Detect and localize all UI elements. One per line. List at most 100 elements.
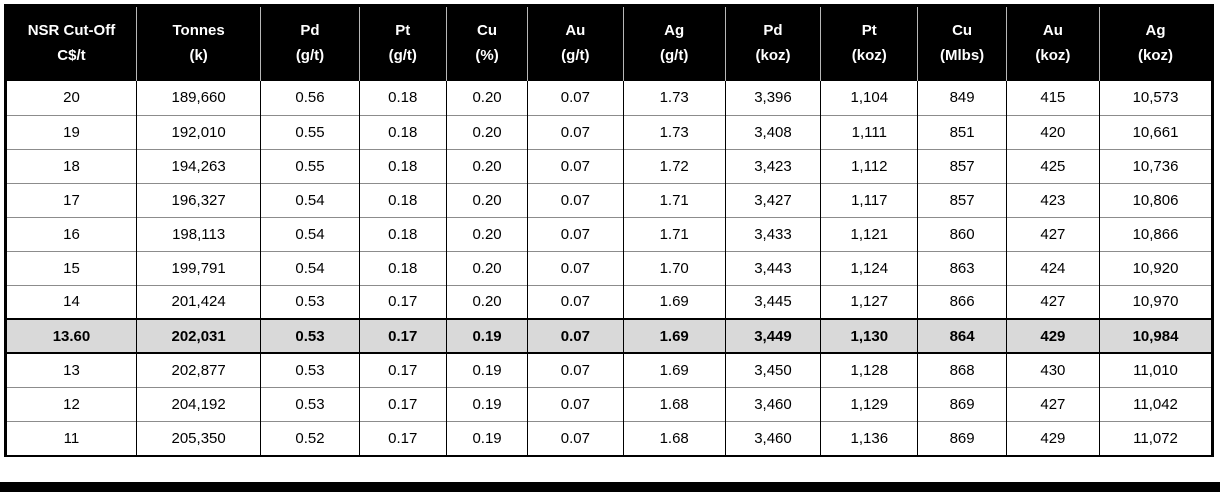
table-cell: 0.53 xyxy=(260,284,360,319)
table-cell: 0.07 xyxy=(527,420,624,455)
header-unit: (g/t) xyxy=(660,47,689,64)
table-cell: 1.68 xyxy=(623,386,726,421)
header-label: Cu xyxy=(477,22,498,40)
table-cell: 196,327 xyxy=(136,182,262,217)
header-row: NSR Cut-Off C$/t Tonnes (k) Pd (g/t) Pt (g/t) Cu… xyxy=(7,7,1211,81)
table-cell: 0.07 xyxy=(527,81,624,115)
table-row: 15 199,791 0.54 0.18 0.20 0.07 1.70 3,443 1,124 8… xyxy=(7,250,1211,285)
table-cell: 3,445 xyxy=(725,284,822,319)
table-cell: 12 xyxy=(7,386,137,421)
table-cell: 427 xyxy=(1006,216,1101,251)
table-cell: 1.69 xyxy=(623,284,726,319)
header-label: Pd xyxy=(300,22,320,40)
table-cell: 849 xyxy=(917,81,1007,115)
header-label: Ag xyxy=(664,22,685,40)
table-cell: 19 xyxy=(7,114,137,149)
table-cell: 0.17 xyxy=(359,284,447,319)
table-cell: 0.54 xyxy=(260,250,360,285)
table-body: 20 189,660 0.56 0.18 0.20 0.07 1.73 3,396 1,104 8… xyxy=(7,81,1211,455)
table-cell: 10,984 xyxy=(1099,318,1211,354)
header-unit: (g/t) xyxy=(295,47,325,64)
table-cell: 423 xyxy=(1006,182,1101,217)
table-cell: 202,031 xyxy=(136,318,262,354)
header-cell: Au (g/t) xyxy=(527,7,624,81)
table-cell: 0.52 xyxy=(260,420,360,455)
table-cell: 429 xyxy=(1006,420,1101,455)
header-cell: Pd (g/t) xyxy=(260,7,360,81)
header-label: Pd xyxy=(763,22,783,40)
table-cell: 0.07 xyxy=(527,352,624,387)
table-cell: 0.07 xyxy=(527,148,624,183)
table-cell: 1,111 xyxy=(820,114,919,149)
table-cell: 0.18 xyxy=(359,182,447,217)
table-cell: 0.53 xyxy=(260,352,360,387)
header-label: Au xyxy=(565,22,586,40)
table-cell: 0.18 xyxy=(359,81,447,115)
table-cell: 3,460 xyxy=(725,420,822,455)
table-cell: 0.20 xyxy=(446,216,529,251)
table-cell: 1.73 xyxy=(623,114,726,149)
table-cell: 201,424 xyxy=(136,284,262,319)
nsr-cutoff-table-frame: NSR Cut-Off C$/t Tonnes (k) Pd (g/t) Pt (g/t) Cu… xyxy=(4,4,1214,457)
table-cell: 14 xyxy=(7,284,137,319)
table-cell: 0.55 xyxy=(260,148,360,183)
table-cell: 13.60 xyxy=(7,318,137,354)
header-unit: (%) xyxy=(475,47,499,64)
table-cell: 0.18 xyxy=(359,114,447,149)
table-cell: 1,128 xyxy=(820,352,919,387)
header-unit: (koz) xyxy=(755,47,791,64)
table-cell: 0.54 xyxy=(260,216,360,251)
table-cell: 0.07 xyxy=(527,216,624,251)
table-cell: 0.18 xyxy=(359,216,447,251)
table-cell: 0.20 xyxy=(446,250,529,285)
table-cell: 10,573 xyxy=(1099,81,1211,115)
table-cell: 0.07 xyxy=(527,386,624,421)
table-cell: 10,920 xyxy=(1099,250,1211,285)
table-cell: 18 xyxy=(7,148,137,183)
table-cell: 0.19 xyxy=(446,318,529,354)
table-cell: 11,072 xyxy=(1099,420,1211,455)
table-cell: 0.53 xyxy=(260,318,360,354)
header-label: NSR Cut-Off xyxy=(27,22,116,40)
table-cell: 1.71 xyxy=(623,182,726,217)
table-row: 16 198,113 0.54 0.18 0.20 0.07 1.71 3,433 1,121 8… xyxy=(7,216,1211,251)
table-cell: 869 xyxy=(917,420,1007,455)
table-cell: 869 xyxy=(917,386,1007,421)
table-cell: 199,791 xyxy=(136,250,262,285)
table-cell: 857 xyxy=(917,148,1007,183)
table-cell: 192,010 xyxy=(136,114,262,149)
table-cell: 429 xyxy=(1006,318,1101,354)
table-cell: 1.68 xyxy=(623,420,726,455)
nsr-cutoff-table: NSR Cut-Off C$/t Tonnes (k) Pd (g/t) Pt (g/t) Cu… xyxy=(7,7,1211,455)
header-label: Cu xyxy=(952,22,973,40)
table-cell: 0.19 xyxy=(446,420,529,455)
table-cell: 420 xyxy=(1006,114,1101,149)
table-cell: 1,136 xyxy=(820,420,919,455)
header-cell: Ag (g/t) xyxy=(623,7,726,81)
table-cell: 1.70 xyxy=(623,250,726,285)
table-cell: 0.07 xyxy=(527,284,624,319)
table-cell: 202,877 xyxy=(136,352,262,387)
header-cell: Pt (g/t) xyxy=(359,7,447,81)
table-cell: 0.19 xyxy=(446,386,529,421)
table-cell: 0.07 xyxy=(527,114,624,149)
header-cell: Cu (%) xyxy=(446,7,529,81)
table-cell: 0.18 xyxy=(359,148,447,183)
table-cell: 0.20 xyxy=(446,148,529,183)
table-cell: 1,124 xyxy=(820,250,919,285)
header-label: Ag xyxy=(1145,22,1166,40)
table-cell: 11,042 xyxy=(1099,386,1211,421)
table-cell: 0.17 xyxy=(359,386,447,421)
table-cell: 1.72 xyxy=(623,148,726,183)
table-cell: 1.69 xyxy=(623,318,726,354)
table-cell: 10,970 xyxy=(1099,284,1211,319)
header-cell: Pt (koz) xyxy=(820,7,919,81)
header-label: Tonnes xyxy=(172,22,225,40)
header-unit: (k) xyxy=(189,47,208,64)
table-cell: 0.19 xyxy=(446,352,529,387)
header-unit: C$/t xyxy=(57,47,86,64)
header-unit: (koz) xyxy=(851,47,887,64)
table-cell: 3,433 xyxy=(725,216,822,251)
header-unit: (Mlbs) xyxy=(940,47,985,64)
table-cell: 0.07 xyxy=(527,318,624,354)
